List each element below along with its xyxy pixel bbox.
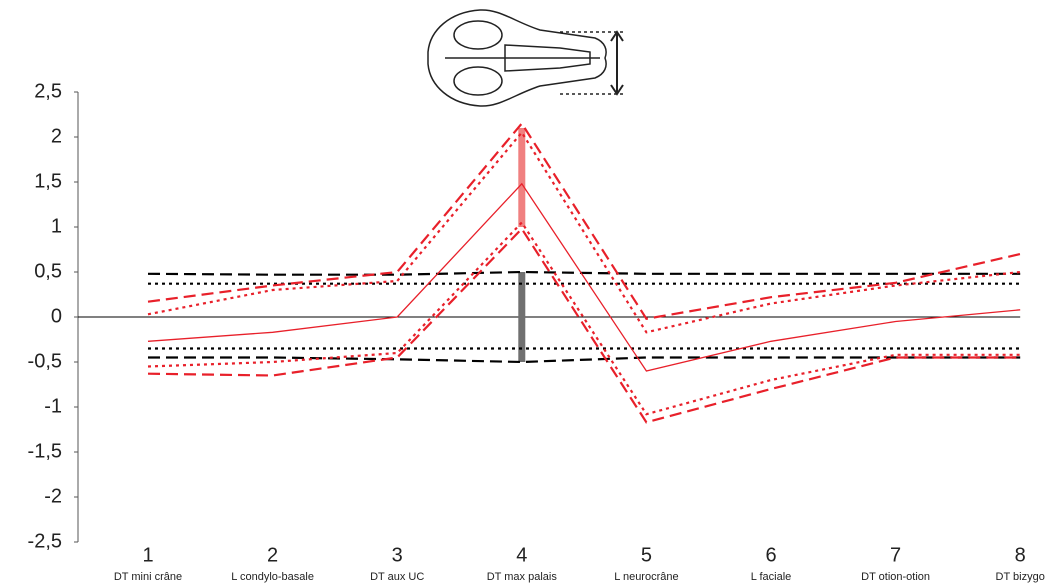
x-tick-label: 5 <box>641 544 652 566</box>
x-tick-label: 3 <box>392 544 403 566</box>
category-name: DT aux UC <box>370 571 424 583</box>
y-tick-label: 2,5 <box>34 80 62 102</box>
y-tick-label: -1 <box>44 395 62 417</box>
category-name: L condylo-basale <box>231 571 314 583</box>
series-line <box>147 270 1021 276</box>
x-tick-label: 6 <box>765 544 776 566</box>
y-tick-label: 0,5 <box>34 260 62 282</box>
series-line <box>148 356 1021 364</box>
y-tick-label: 0 <box>51 305 62 327</box>
y-tick-label: -2,5 <box>28 530 62 552</box>
x-tick-label: 2 <box>267 544 278 566</box>
category-name: DT mini crâne <box>114 571 182 583</box>
category-name: DT max palais <box>487 571 558 583</box>
category-name: L faciale <box>751 571 792 583</box>
x-tick-label: 8 <box>1015 544 1026 566</box>
y-tick-label: 2 <box>51 125 62 147</box>
x-tick-label: 1 <box>142 544 153 566</box>
category-name: L neurocrâne <box>614 571 678 583</box>
series-line <box>147 130 1021 334</box>
series-line <box>147 182 1021 372</box>
category-name: DT otion-otion <box>861 571 930 583</box>
y-tick-label: -1,5 <box>28 440 62 462</box>
y-tick-label: 1 <box>51 215 62 237</box>
y-tick-label: -2 <box>44 485 62 507</box>
skull-illustration <box>427 9 625 107</box>
series-line <box>147 121 1021 321</box>
series-line <box>147 227 1021 424</box>
series-line <box>147 220 1021 416</box>
y-tick-label: 1,5 <box>34 170 62 192</box>
category-name: DT bizygo <box>996 571 1045 583</box>
x-tick-label: 4 <box>516 544 527 566</box>
x-tick-label: 7 <box>890 544 901 566</box>
y-tick-label: -0,5 <box>28 350 62 372</box>
